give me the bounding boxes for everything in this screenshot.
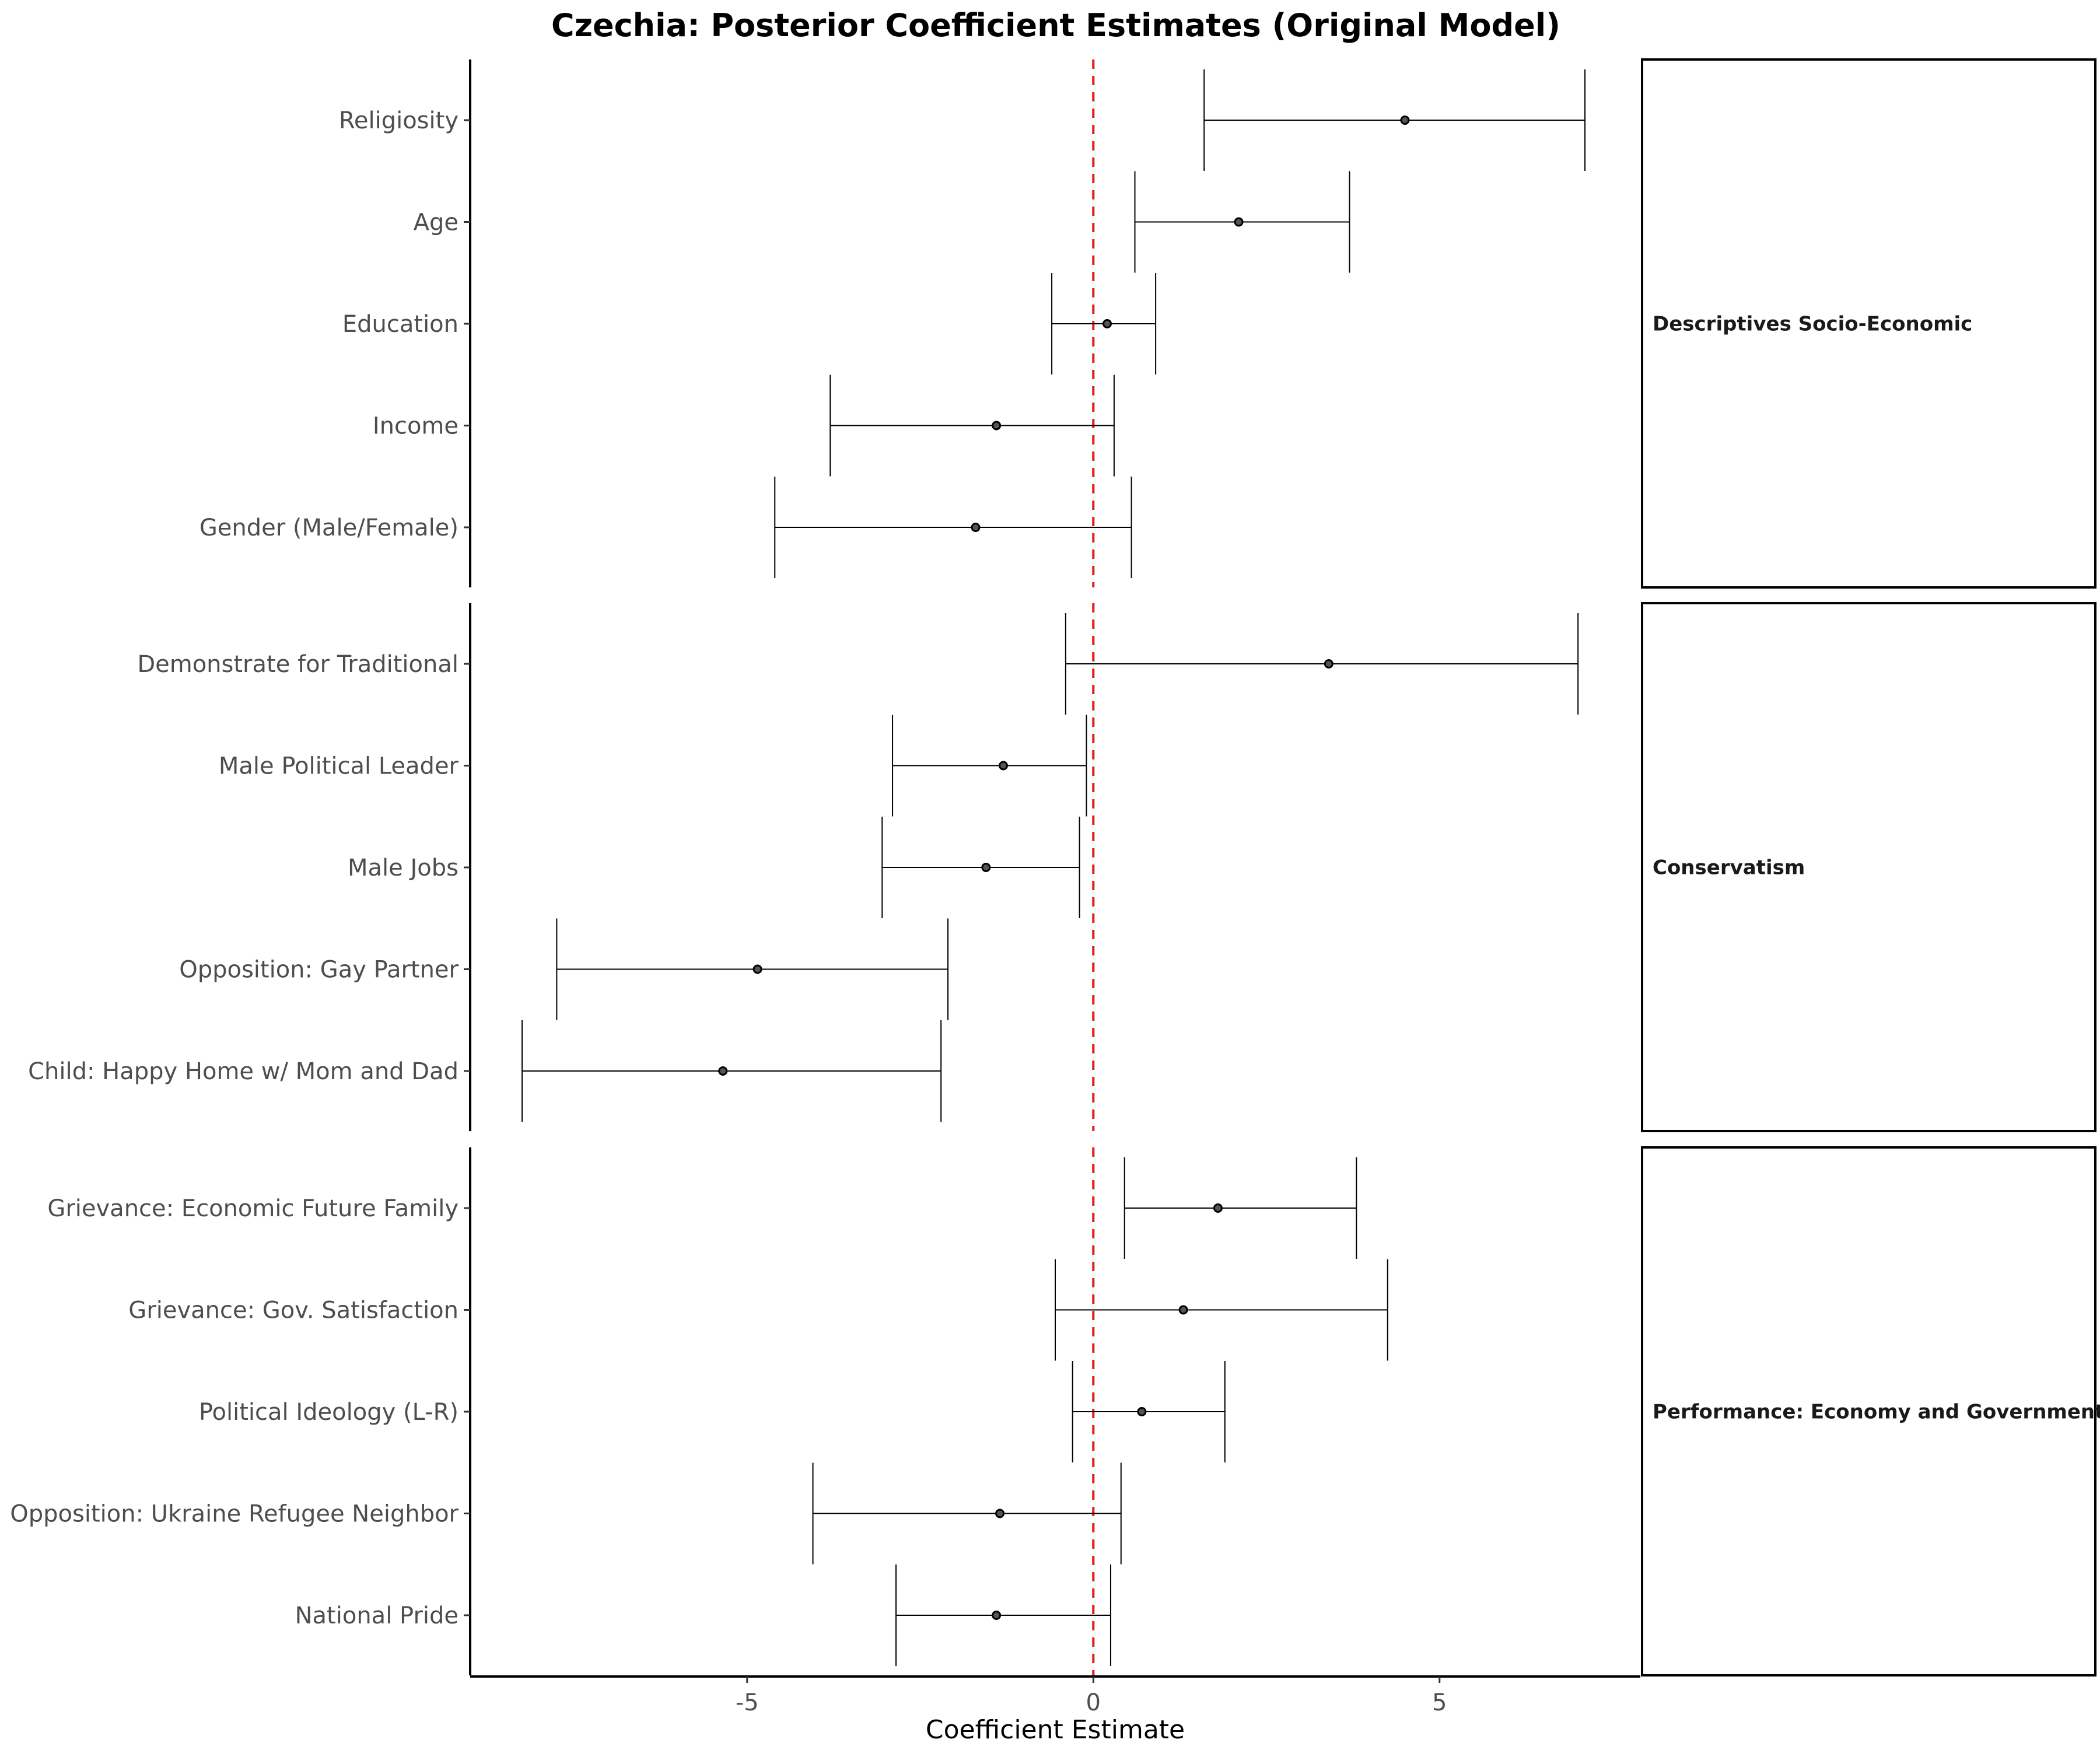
coefficient-row: Grievance: Gov. Satisfaction — [128, 1259, 1388, 1361]
estimate-point — [718, 1066, 728, 1076]
estimate-point — [992, 1611, 1002, 1620]
facet-panels: Religiosity Age Education Income Gender (Mal… — [10, 60, 1586, 1675]
estimate-point — [1324, 659, 1334, 668]
coefficient-row: Education — [342, 273, 1157, 374]
estimate-point — [752, 964, 762, 974]
coefficient-row: Opposition: Ukraine Refugee Neighbor — [10, 1462, 1122, 1564]
x-axis: -5 0 5 — [470, 1675, 1640, 1716]
coefficient-row: Income — [373, 374, 1115, 477]
coefficient-row: Gender (Male/Female) — [200, 477, 1132, 578]
coefficient-row: National Pride — [295, 1564, 1111, 1666]
coefficient-row: Male Political Leader — [219, 715, 1087, 817]
facet-panel: Demonstrate for Traditional Male Politica… — [28, 603, 1579, 1131]
facet-panel: Religiosity Age Education Income Gender (Mal… — [200, 60, 1586, 587]
facet-strip-box — [1641, 602, 2096, 1132]
facet-strip: Performance: Economy and Government — [1641, 1146, 2100, 1676]
y-tick-label: Demonstrate for Traditional — [137, 651, 459, 678]
coefficient-row: Child: Happy Home w/ Mom and Dad — [28, 1020, 942, 1122]
y-tick-label: Gender (Male/Female) — [200, 514, 459, 541]
facet-panel: Grievance: Economic Future Family Grievan… — [10, 1147, 1388, 1675]
facet-strip-label: Descriptives Socio-Economic — [1653, 313, 1972, 336]
coefficient-row: Male Jobs — [348, 817, 1080, 918]
estimate-point — [1178, 1305, 1188, 1315]
coefficient-row: Age — [414, 171, 1350, 273]
estimate-point — [1400, 116, 1410, 125]
y-tick-label: Education — [342, 311, 459, 338]
y-tick-label: Male Jobs — [348, 855, 459, 881]
y-tick-label: Opposition: Ukraine Refugee Neighbor — [10, 1501, 459, 1528]
y-tick-label: Child: Happy Home w/ Mom and Dad — [28, 1058, 459, 1085]
estimate-point — [1234, 217, 1244, 227]
estimate-point — [995, 1508, 1005, 1518]
coefficient-row: Demonstrate for Traditional — [137, 613, 1579, 715]
estimate-point — [1137, 1407, 1147, 1416]
y-tick-label: Age — [414, 209, 459, 236]
coefficient-row: Grievance: Economic Future Family — [47, 1157, 1357, 1259]
y-tick-label: Opposition: Gay Partner — [179, 957, 459, 984]
x-tick-label: 0 — [1086, 1689, 1101, 1716]
y-tick-label: Income — [373, 413, 459, 440]
x-tick-label: 5 — [1432, 1689, 1447, 1716]
y-tick-label: Male Political Leader — [219, 753, 459, 780]
estimate-point — [981, 863, 991, 872]
coefficient-row: Opposition: Gay Partner — [179, 918, 949, 1020]
estimate-point — [971, 523, 981, 532]
chart-title: Czechia: Posterior Coefficient Estimates… — [551, 7, 1560, 44]
coefficient-row: Religiosity — [339, 69, 1586, 171]
estimate-point — [1213, 1203, 1223, 1213]
y-tick-label: Political Ideology (L-R) — [199, 1399, 459, 1426]
y-tick-label: National Pride — [295, 1602, 459, 1629]
y-tick-label: Grievance: Economic Future Family — [47, 1195, 459, 1222]
facet-strip-box — [1641, 1146, 2096, 1676]
facet-strips: Descriptives Socio-Economic Conservatism P… — [1641, 58, 2100, 1676]
y-tick-label: Religiosity — [339, 107, 459, 134]
facet-strip-label: Conservatism — [1653, 856, 1805, 880]
estimate-point — [992, 421, 1002, 430]
facet-strip: Conservatism — [1641, 602, 2096, 1132]
x-tick-label: -5 — [736, 1689, 759, 1716]
y-tick-label: Grievance: Gov. Satisfaction — [128, 1297, 459, 1324]
facet-strip-label: Performance: Economy and Government — [1653, 1401, 2100, 1424]
facet-strip-box — [1641, 58, 2096, 589]
estimate-point — [998, 761, 1008, 771]
coefficient-row: Political Ideology (L-R) — [199, 1361, 1226, 1462]
facet-strip: Descriptives Socio-Economic — [1641, 58, 2096, 589]
x-axis-label: Coefficient Estimate — [926, 1715, 1185, 1745]
estimate-point — [1102, 319, 1112, 328]
